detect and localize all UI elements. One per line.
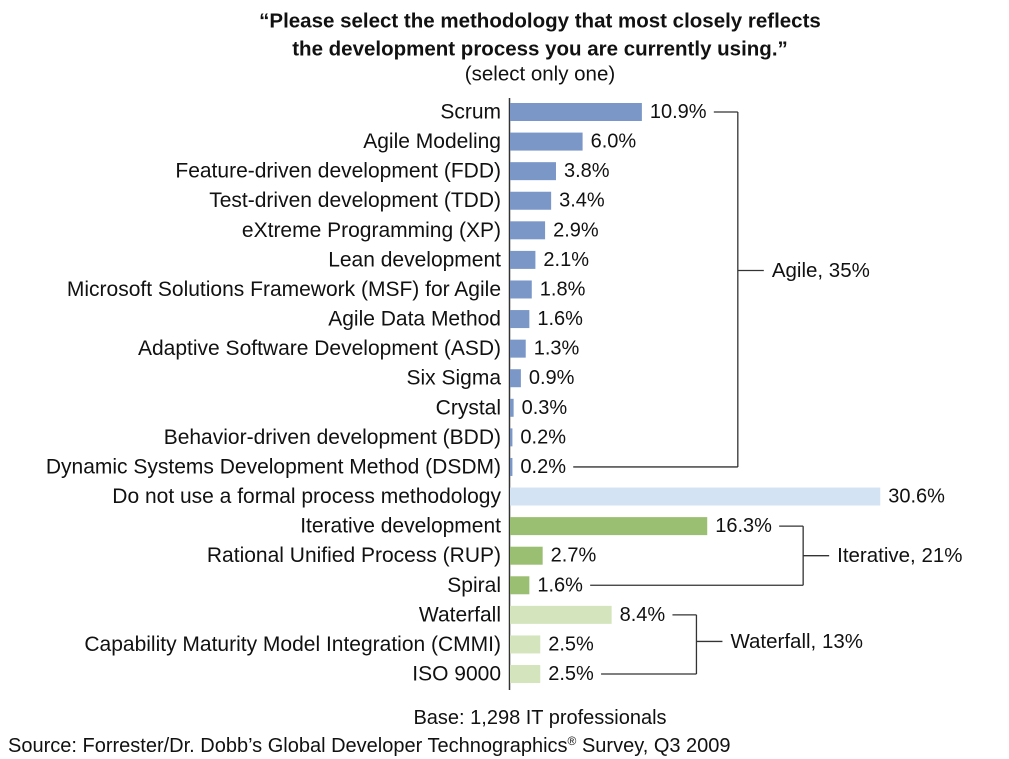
data-label: 0.9% [529,367,575,389]
bar [510,576,530,595]
data-label: 0.2% [520,456,566,478]
bar [510,546,543,565]
data-label: 3.8% [564,160,610,182]
group-label: Agile, 35% [772,259,870,282]
bar [510,665,541,684]
data-label: 16.3% [715,515,772,537]
chart-subtitle: (select only one) [465,63,615,86]
chart-title-line-2: the development process you are currentl… [292,38,788,61]
data-label: 30.6% [888,486,945,508]
bar [510,132,583,151]
category-label: Microsoft Solutions Framework (MSF) for … [67,278,501,301]
bar [510,517,708,536]
bar [510,398,514,417]
category-label: Scrum [440,101,501,124]
bar [510,221,546,240]
data-label: 2.1% [543,249,589,271]
category-label: eXtreme Programming (XP) [242,219,501,242]
data-label: 2.5% [548,663,594,685]
data-label: 3.4% [559,190,605,212]
bar [510,339,526,358]
category-label: Dynamic Systems Development Method (DSDM… [46,455,501,478]
bar [510,280,532,299]
data-label: 2.9% [553,219,599,241]
bar [510,635,541,654]
data-label: 8.4% [620,604,666,626]
category-label: Test-driven development (TDD) [209,189,501,212]
bar-rows: Scrum 10.9% Agile Modeling 6.0% Feature-driv… [46,101,945,686]
data-label: 1.6% [537,574,583,596]
category-label: Crystal [436,396,501,419]
group-label: Waterfall, 13% [730,630,863,653]
data-label: 2.7% [551,545,597,567]
category-label: Adaptive Software Development (ASD) [138,337,501,360]
group-brackets: Agile, 35% Iterative, 21% Waterfall, 13% [573,111,962,675]
category-label: Feature-driven development (FDD) [175,160,501,183]
category-label: Lean development [328,248,501,271]
bar [510,191,552,210]
data-label: 0.3% [522,397,568,419]
base-note: Base: 1,298 IT professionals [413,707,666,729]
category-label: Agile Data Method [328,308,501,331]
bar [510,310,530,329]
category-label: ISO 9000 [412,663,501,686]
data-label: 10.9% [650,101,707,123]
source-text: Source: Forrester/Dr. Dobb’s Global Deve… [8,735,568,757]
bar [510,457,513,476]
data-label: 1.3% [534,338,580,360]
source-text-end: Survey, Q3 2009 [576,735,730,757]
category-label: Agile Modeling [363,130,501,153]
data-label: 2.5% [548,633,594,655]
bar [510,369,521,388]
category-label: Iterative development [300,515,501,538]
bar [510,103,642,121]
bar [510,428,513,447]
data-label: 1.6% [537,308,583,330]
category-label: Spiral [447,574,501,597]
bar [510,250,536,269]
registered-mark: ® [568,734,577,748]
category-label: Rational Unified Process (RUP) [207,544,501,567]
chart-title-line-1: “Please select the methodology that most… [259,10,821,33]
data-label: 1.8% [540,278,586,300]
category-label: Six Sigma [406,367,501,390]
category-label: Do not use a formal process methodology [112,485,501,508]
data-label: 0.2% [520,426,566,448]
bar [510,605,612,624]
bar [510,487,881,506]
bar [510,162,556,181]
source-note: Source: Forrester/Dr. Dobb’s Global Deve… [8,734,731,757]
category-label: Capability Maturity Model Integration (C… [84,633,501,656]
category-label: Waterfall [419,603,501,626]
data-label: 6.0% [591,131,637,153]
category-label: Behavior-driven development (BDD) [164,426,501,449]
group-label: Iterative, 21% [837,544,962,567]
